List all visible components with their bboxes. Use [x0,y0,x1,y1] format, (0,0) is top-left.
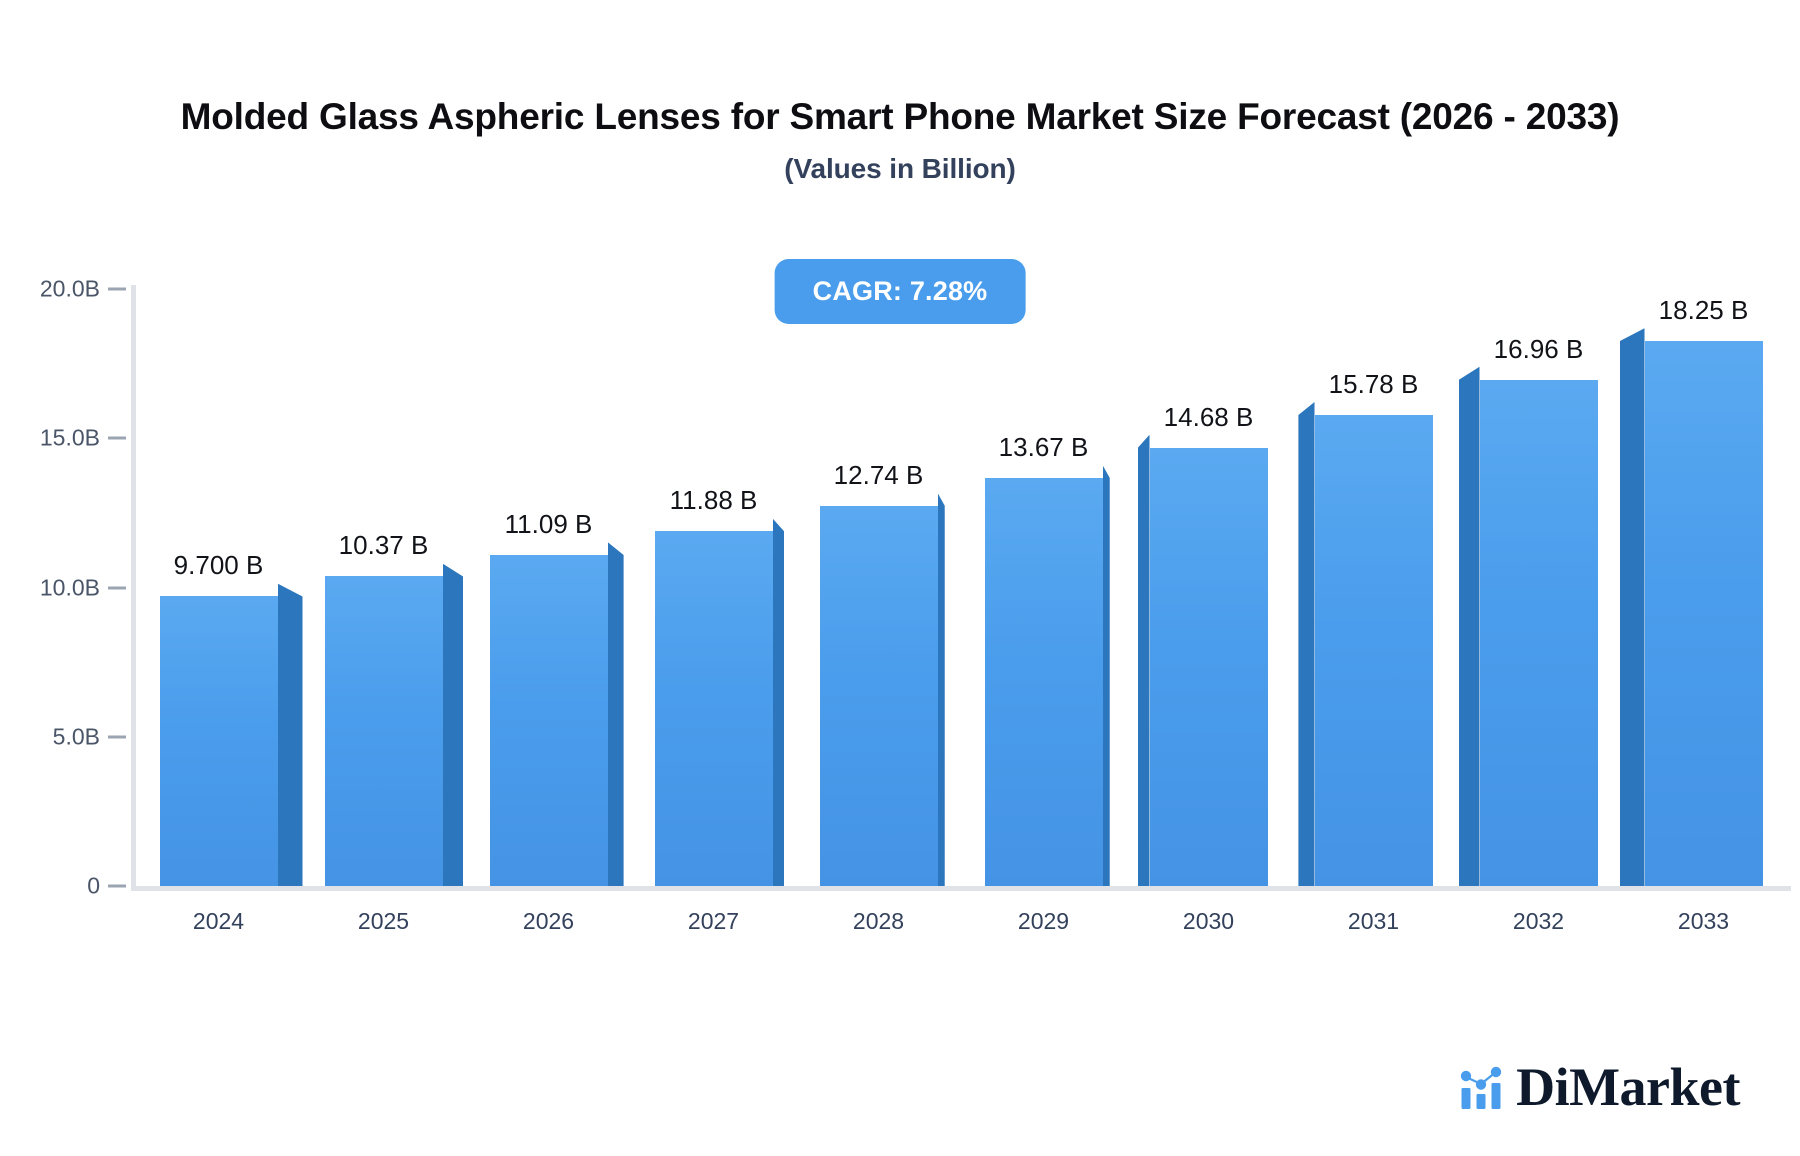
bar-side-face [1298,401,1315,886]
bar-2027 [654,518,785,886]
y-axis-tick-label: 0 [87,872,100,899]
bar-front-face [1644,341,1763,886]
title-block: Molded Glass Aspheric Lenses for Smart P… [0,96,1800,185]
x-axis-tick-label: 2031 [1347,908,1400,934]
x-axis-tick-label: 2029 [1017,908,1070,934]
bar-value-label: 16.96 B [1493,333,1584,364]
bar-2028 [819,492,945,886]
bar-value-label: 10.37 B [338,530,429,561]
x-axis-tick-label: 2030 [1182,908,1235,934]
bar-side-face [277,583,303,886]
bar-value-label: 13.67 B [998,431,1089,462]
bar-value-label: 11.09 B [504,508,593,539]
bar-side-face [1102,464,1110,886]
bar-value-label: 11.88 B [669,485,758,516]
bar-side-face [937,492,945,886]
y-axis-line [131,285,136,889]
bar-side-face [607,541,624,886]
cagr-badge: CAGR: 7.28% [774,259,1026,324]
bar-front-face [1149,447,1268,886]
x-axis-tick-label: 2024 [192,908,245,934]
y-axis-tick-label: 10.0B [39,574,100,600]
x-axis-tick-label: 2032 [1512,908,1565,934]
page-title: Molded Glass Aspheric Lenses for Smart P… [180,96,1620,137]
x-axis-tick-label: 2027 [687,908,740,934]
bar-front-face [1479,379,1598,886]
bar-value-label: 12.74 B [833,459,924,490]
logo-text: DiMarket [1516,1057,1740,1117]
bar-value-label: 18.25 B [1658,295,1749,326]
bar-front-face [1314,414,1433,886]
bar-2026 [489,541,624,886]
bar-front-face [819,505,938,886]
bar-2030 [1137,434,1268,886]
dimarket-logo: DiMarket [1458,1060,1740,1114]
bar-side-face [772,518,785,886]
bar-2033 [1619,328,1763,886]
chart-subtitle: (Values in Billion) [784,152,1016,184]
y-axis-tick-mark [108,586,126,589]
bar-value-label: 14.68 B [1163,401,1254,432]
bar-2024 [159,583,303,886]
x-axis-tick-label: 2033 [1677,908,1730,934]
y-axis-tick-label: 5.0B [52,723,100,750]
y-axis-tick-mark [108,884,126,888]
y-axis-tick-mark [108,735,126,739]
x-axis-tick-label: 2025 [357,908,410,934]
x-axis-line [131,886,1791,891]
y-axis-tick-label: 20.0B [39,275,100,302]
bar-value-label: 15.78 B [1328,368,1419,399]
y-axis-tick-mark [108,436,126,440]
bar-side-face [1619,328,1645,886]
bar-2025 [324,563,464,886]
bar-front-face [324,576,443,886]
y-axis-tick-label: 15.0B [39,424,100,451]
bar-value-label: 9.700 B [173,550,264,581]
x-axis-tick-label: 2026 [522,908,575,934]
bar-2031 [1298,401,1433,886]
bar-chart-icon [1460,1066,1502,1109]
bar-front-face [489,554,608,886]
bar-front-face [984,477,1103,886]
bar-side-face [442,563,464,886]
bar-side-face [1137,434,1150,886]
bar-front-face [159,596,278,886]
bar-side-face [1458,366,1480,886]
bar-front-face [654,531,773,886]
bar-2029 [984,464,1110,886]
y-axis-tick-mark [108,287,126,291]
x-axis-tick-label: 2028 [852,908,905,934]
bar-2032 [1458,366,1598,886]
